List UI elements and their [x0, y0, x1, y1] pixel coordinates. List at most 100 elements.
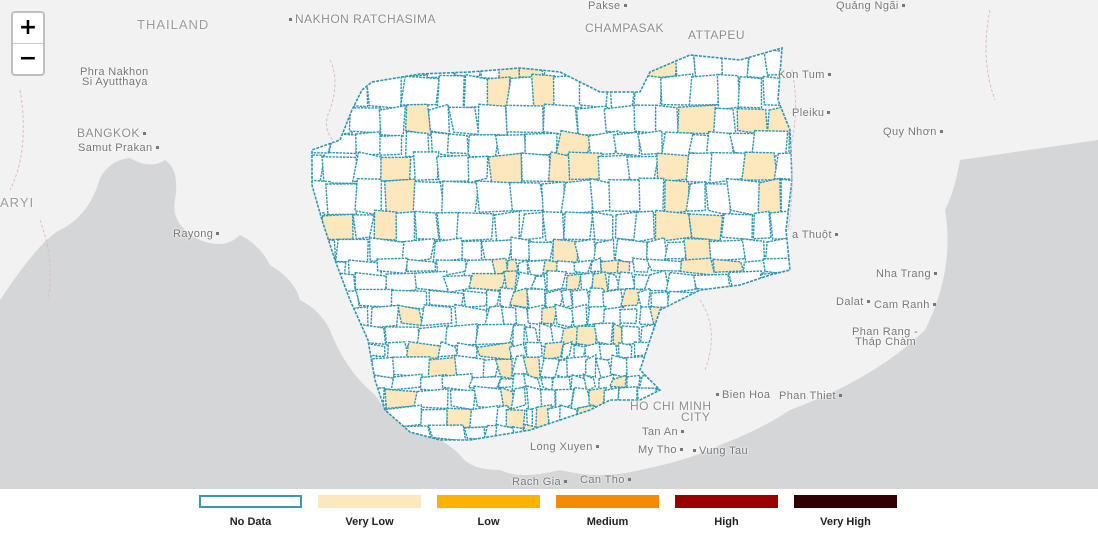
- admin-region[interactable]: [520, 152, 553, 183]
- admin-region[interactable]: [626, 155, 660, 181]
- admin-region[interactable]: [527, 241, 555, 262]
- admin-region[interactable]: [645, 258, 683, 272]
- admin-region[interactable]: [456, 342, 478, 361]
- admin-region[interactable]: [593, 238, 616, 265]
- admin-region[interactable]: [487, 152, 523, 185]
- admin-region[interactable]: [664, 240, 690, 260]
- admin-region[interactable]: [546, 269, 567, 293]
- admin-region[interactable]: [650, 291, 670, 308]
- admin-region[interactable]: [712, 258, 745, 274]
- admin-region[interactable]: [462, 289, 490, 308]
- admin-region[interactable]: [597, 373, 615, 392]
- admin-region[interactable]: [385, 272, 420, 295]
- admin-region[interactable]: [508, 287, 529, 309]
- admin-region[interactable]: [712, 107, 737, 137]
- admin-region[interactable]: [602, 288, 625, 311]
- admin-region[interactable]: [654, 209, 693, 243]
- admin-region[interactable]: [614, 238, 649, 263]
- admin-region[interactable]: [384, 388, 419, 410]
- admin-region[interactable]: [685, 152, 716, 184]
- admin-region[interactable]: [773, 151, 800, 181]
- admin-region[interactable]: [619, 308, 638, 325]
- admin-region[interactable]: [757, 177, 782, 217]
- admin-region[interactable]: [354, 177, 383, 217]
- admin-region[interactable]: [405, 340, 442, 360]
- admin-region[interactable]: [685, 180, 706, 212]
- admin-region[interactable]: [325, 183, 358, 216]
- admin-region[interactable]: [446, 133, 470, 155]
- admin-region[interactable]: [602, 305, 624, 328]
- admin-region[interactable]: [582, 372, 597, 392]
- admin-region[interactable]: [474, 323, 515, 346]
- admin-region[interactable]: [741, 151, 779, 181]
- admin-region[interactable]: [427, 356, 459, 380]
- admin-region[interactable]: [435, 154, 475, 183]
- admin-region[interactable]: [617, 342, 633, 360]
- admin-region[interactable]: [638, 177, 665, 217]
- admin-region[interactable]: [449, 389, 477, 411]
- admin-region[interactable]: [683, 237, 712, 265]
- admin-region[interactable]: [555, 260, 580, 275]
- admin-region[interactable]: [522, 356, 541, 379]
- admin-region[interactable]: [579, 271, 596, 293]
- admin-region[interactable]: [586, 305, 607, 326]
- admin-region[interactable]: [483, 304, 505, 328]
- admin-region[interactable]: [504, 75, 537, 111]
- admin-region[interactable]: [437, 340, 459, 358]
- admin-region[interactable]: [663, 179, 690, 216]
- admin-region[interactable]: [404, 103, 433, 137]
- admin-region[interactable]: [645, 236, 669, 262]
- admin-region[interactable]: [636, 129, 663, 156]
- admin-region[interactable]: [386, 341, 411, 362]
- admin-region[interactable]: [412, 180, 446, 214]
- admin-region[interactable]: [562, 211, 594, 241]
- admin-region[interactable]: [524, 341, 543, 362]
- admin-region[interactable]: [348, 107, 383, 134]
- admin-region[interactable]: [485, 289, 501, 312]
- admin-region[interactable]: [461, 240, 483, 264]
- admin-region[interactable]: [554, 303, 576, 329]
- zoom-out-button[interactable]: −: [13, 43, 43, 74]
- admin-region[interactable]: [559, 178, 595, 216]
- admin-region[interactable]: [399, 75, 440, 106]
- admin-region[interactable]: [616, 271, 636, 291]
- admin-region[interactable]: [608, 374, 627, 389]
- admin-region[interactable]: [405, 258, 436, 273]
- admin-region[interactable]: [612, 131, 641, 157]
- admin-region[interactable]: [511, 323, 526, 348]
- admin-region[interactable]: [541, 210, 565, 244]
- admin-region[interactable]: [467, 155, 489, 184]
- admin-region[interactable]: [455, 211, 495, 242]
- admin-region[interactable]: [467, 133, 500, 158]
- admin-region[interactable]: [467, 375, 503, 389]
- admin-region[interactable]: [376, 257, 410, 275]
- admin-region[interactable]: [575, 325, 598, 348]
- admin-region[interactable]: [633, 104, 658, 135]
- admin-region[interactable]: [477, 103, 509, 136]
- admin-region[interactable]: [390, 373, 423, 391]
- admin-region[interactable]: [510, 236, 533, 262]
- admin-region[interactable]: [463, 73, 491, 109]
- admin-region[interactable]: [420, 304, 453, 327]
- admin-region[interactable]: [654, 104, 680, 135]
- admin-region[interactable]: [659, 73, 694, 106]
- admin-region[interactable]: [688, 73, 722, 106]
- admin-region[interactable]: [540, 305, 559, 325]
- admin-region[interactable]: [351, 151, 385, 183]
- admin-region[interactable]: [428, 289, 465, 308]
- admin-region[interactable]: [378, 104, 407, 137]
- admin-region[interactable]: [567, 151, 603, 181]
- admin-region[interactable]: [664, 271, 697, 294]
- admin-region[interactable]: [334, 238, 369, 263]
- admin-region[interactable]: [560, 340, 573, 363]
- admin-region[interactable]: [525, 385, 546, 411]
- admin-region[interactable]: [413, 270, 449, 293]
- admin-region[interactable]: [677, 104, 718, 135]
- admin-region[interactable]: [752, 210, 772, 240]
- admin-region[interactable]: [587, 130, 619, 156]
- admin-region[interactable]: [514, 305, 532, 330]
- admin-region[interactable]: [660, 131, 695, 159]
- admin-region[interactable]: [383, 178, 417, 216]
- admin-region[interactable]: [632, 210, 656, 244]
- admin-region[interactable]: [565, 355, 589, 378]
